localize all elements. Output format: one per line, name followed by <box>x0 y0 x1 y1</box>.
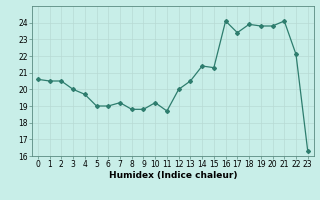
X-axis label: Humidex (Indice chaleur): Humidex (Indice chaleur) <box>108 171 237 180</box>
